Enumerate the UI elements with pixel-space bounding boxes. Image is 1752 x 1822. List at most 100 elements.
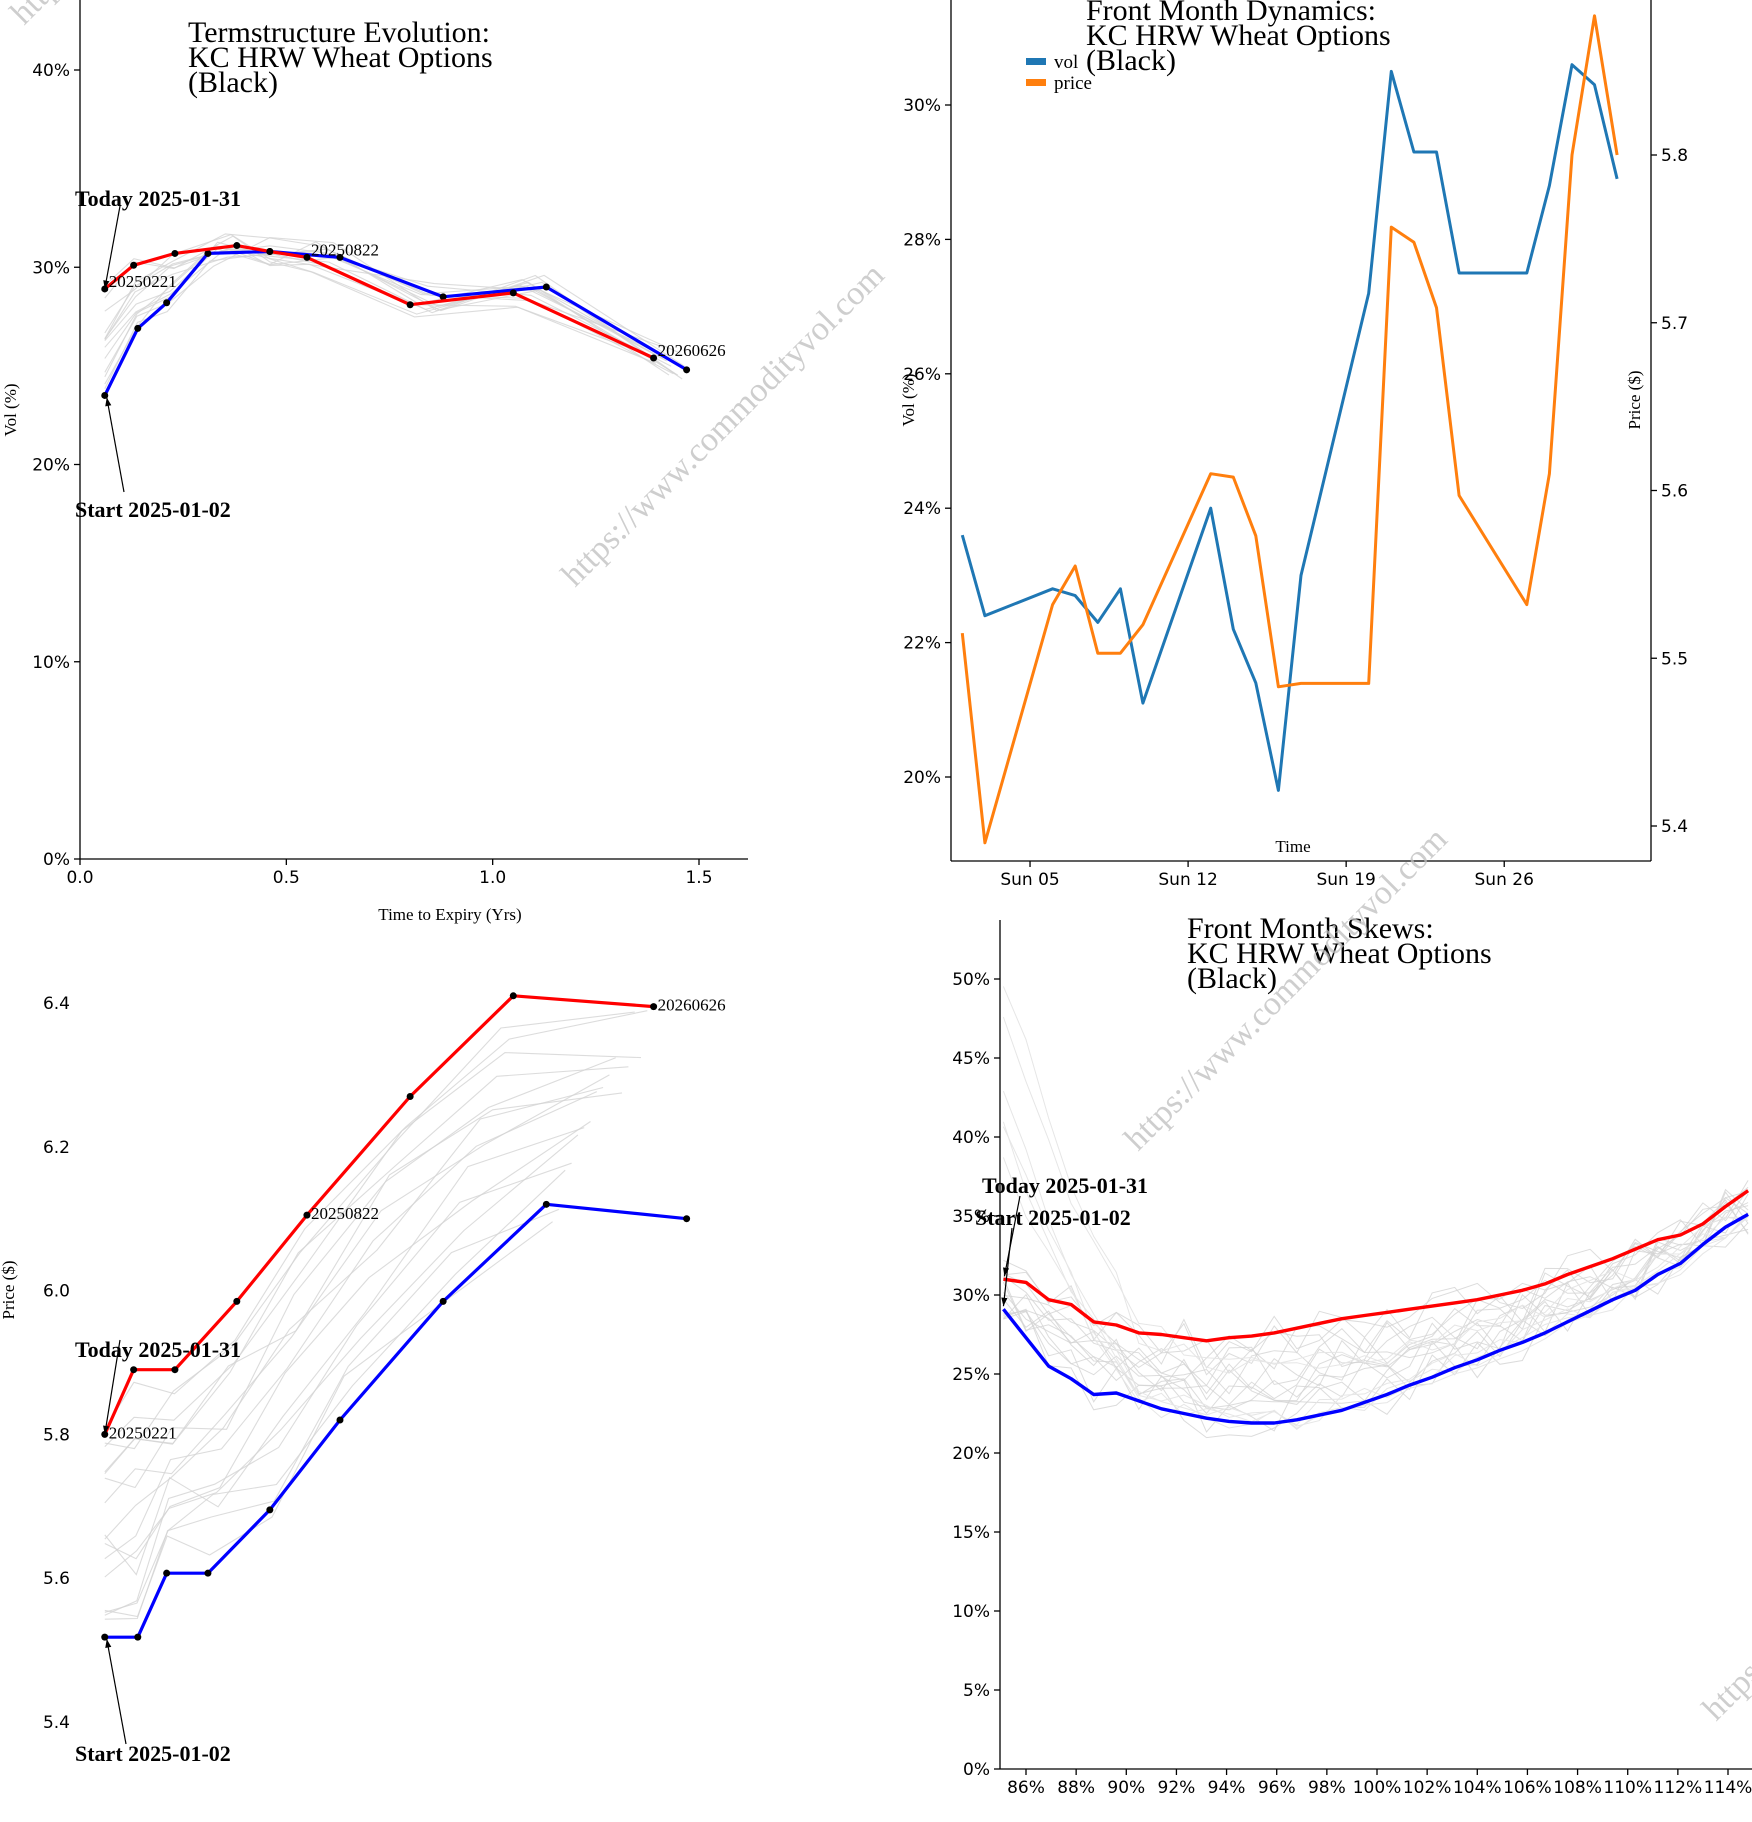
today-annotation: Today 2025-01-31 <box>982 1173 1148 1198</box>
price-history-lines <box>104 1010 648 1620</box>
x-tick: 98% <box>1308 1769 1346 1798</box>
chart-title-line: Front Month Skews: <box>1187 912 1434 945</box>
today-termstructure-line-point <box>130 261 138 269</box>
y-axis-label-left: Vol (%) <box>899 373 918 426</box>
history-line <box>104 1127 585 1576</box>
y-tick: 15% <box>952 1523 1000 1543</box>
x-tick: 0.0 <box>66 859 94 888</box>
expiry-label: 20250221 <box>109 1423 177 1442</box>
x-tick: 90% <box>1107 1769 1145 1798</box>
y-tick-label: 0% <box>963 1760 990 1780</box>
y-tick-label: 5.6 <box>43 1569 70 1589</box>
y-tick: 5.4 <box>43 1713 70 1733</box>
x-tick: 100% <box>1353 1769 1402 1798</box>
y-tick-label: 40% <box>32 61 70 81</box>
history-line <box>1002 1121 1749 1426</box>
y-tick: 20% <box>32 456 80 476</box>
y-tick: 6.2 <box>43 1138 70 1158</box>
dynamics-y-axis-left: 20% 22% 24% 26% 28% 30% <box>903 0 952 861</box>
x-tick: 1.5 <box>685 859 713 888</box>
x-tick-label: 92% <box>1158 1778 1196 1798</box>
chart-title-line: KC HRW Wheat Options <box>1086 19 1391 52</box>
y-tick-label: 24% <box>903 499 941 519</box>
start-arrow <box>1001 1227 1013 1307</box>
y-tick: 0% <box>43 850 80 870</box>
x-axis-label: Time <box>1275 837 1310 856</box>
start-termstructure-line-point <box>134 324 142 332</box>
y-tick-label: 40% <box>952 1128 990 1148</box>
start-price-line-point <box>134 1633 142 1641</box>
today-price-line <box>103 994 654 1436</box>
y-tick: 5.6 <box>1651 482 1688 502</box>
dynamics-y-axis-right: 5.4 5.5 5.6 5.7 5.8 <box>1650 0 1688 861</box>
history-line <box>1003 1199 1749 1415</box>
y-tick-label: 5.8 <box>1661 146 1688 166</box>
y-tick: 5.6 <box>43 1569 70 1589</box>
y-tick-label: 6.0 <box>43 1282 70 1302</box>
history-line <box>1002 1090 1749 1429</box>
termstructure-x-axis: 0.0 0.5 1.0 1.5 <box>66 858 748 888</box>
watermark-text: https://www.commodityvol.com <box>554 257 891 594</box>
y-tick-label: 26% <box>903 365 941 385</box>
expiry-label: 20260626 <box>658 996 726 1015</box>
y-tick-label: 5.5 <box>1661 649 1688 669</box>
history-line <box>1003 1189 1749 1376</box>
x-tick-label: 98% <box>1308 1778 1346 1798</box>
x-tick-label: Sun 26 <box>1475 870 1534 890</box>
skew-y-axis: 0% 5% 10% 15% 20% 25% 30% 35% 40% 45% 50% <box>952 920 1001 1780</box>
y-tick: 40% <box>32 61 80 81</box>
start-price-line-point <box>683 1215 691 1223</box>
y-tick-label: 6.4 <box>43 994 70 1014</box>
y-tick: 20% <box>903 768 951 788</box>
chart-title: Termstructure Evolution:KC HRW Wheat Opt… <box>188 16 493 99</box>
start-termstructure-line-point <box>439 293 447 301</box>
skew-history-lines <box>1002 1180 1749 1439</box>
today-price-line-point <box>233 1297 241 1305</box>
start-arrow <box>105 397 125 493</box>
y-tick-label: 5.8 <box>43 1425 70 1445</box>
y-tick: 10% <box>952 1602 1000 1622</box>
chart-title: Front Month Dynamics:KC HRW Wheat Option… <box>1086 0 1391 77</box>
start-skew-line <box>1002 1212 1749 1425</box>
dynamics-x-axis: Sun 05 Sun 12 Sun 19 Sun 26 <box>951 860 1651 890</box>
termstructure-history-lines <box>104 233 685 389</box>
x-tick-label: 90% <box>1107 1778 1145 1798</box>
x-tick: 106% <box>1503 1769 1552 1798</box>
y-tick: 5% <box>963 1681 1000 1701</box>
history-line <box>104 1086 604 1540</box>
start-price-line-point <box>163 1569 171 1577</box>
x-tick-label: 114% <box>1704 1778 1752 1798</box>
start-termstructure-line-point <box>336 253 344 261</box>
price-y-axis: 5.4 5.6 5.8 6.0 6.2 6.4 <box>43 994 70 1733</box>
x-tick: 104% <box>1453 1769 1502 1798</box>
start-termstructure-line-point <box>683 366 691 374</box>
skew-x-axis: 86% 88% 90% 92% 94% 96% 98% 100% 102% 104% 106% 108… <box>1000 1768 1752 1798</box>
y-tick: 26% <box>903 365 951 385</box>
y-tick: 22% <box>903 634 951 654</box>
y-tick-label: 10% <box>952 1602 990 1622</box>
today-termstructure-line-point <box>266 247 274 255</box>
x-tick-label: 100% <box>1353 1778 1402 1798</box>
start-price-line-point <box>542 1200 550 1208</box>
y-tick: 0% <box>963 1760 1000 1780</box>
start-price-line-point <box>439 1297 447 1305</box>
history-line <box>104 1074 610 1504</box>
x-tick-label: 94% <box>1208 1778 1246 1798</box>
x-tick-label: 106% <box>1503 1778 1552 1798</box>
today-price-line-point <box>303 1211 311 1219</box>
history-line <box>104 1134 579 1578</box>
start-price-line-point <box>204 1569 212 1577</box>
y-tick-label: 20% <box>952 1444 990 1464</box>
y-tick-label: 20% <box>32 456 70 476</box>
x-tick-label: 1.5 <box>685 868 712 888</box>
front-month-skews-chart: 86% 88% 90% 92% 94% 96% 98% 100% 102% 104% 106% 108… <box>952 912 1752 1798</box>
y-tick: 5.4 <box>1651 817 1688 837</box>
history-line <box>1002 1157 1749 1427</box>
expiry-label: 20250822 <box>311 1204 379 1223</box>
y-tick-label: 28% <box>903 230 941 250</box>
history-line <box>104 235 659 359</box>
x-tick: 112% <box>1654 1769 1702 1798</box>
y-tick: 50% <box>952 970 1000 990</box>
